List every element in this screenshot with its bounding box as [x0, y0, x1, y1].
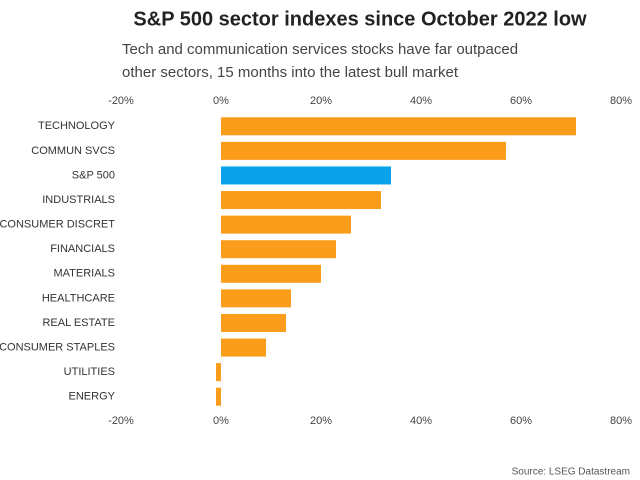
bar	[221, 215, 351, 234]
y-tick-label: ENERGY	[69, 391, 116, 403]
x-tick-label: 20%	[310, 95, 332, 107]
y-tick-label: INDUSTRIALS	[42, 194, 115, 206]
bar	[216, 387, 221, 406]
y-tick-label: UTILITIES	[64, 366, 115, 378]
x-tick-label: 0%	[213, 95, 229, 107]
y-tick-label: COMMUN SVCS	[31, 145, 115, 157]
bar	[221, 264, 321, 283]
y-tick-label: TECHNOLOGY	[38, 120, 116, 132]
y-tick-label: CONSUMER DISCRET	[0, 219, 115, 231]
source-note: Source: LSEG Datastream	[512, 467, 630, 478]
bar	[221, 313, 286, 332]
x-tick-label: 60%	[510, 415, 532, 427]
x-tick-label: 80%	[610, 415, 632, 427]
x-tick-label: 0%	[213, 415, 229, 427]
y-tick-label: REAL ESTATE	[42, 317, 115, 329]
x-tick-label: -20%	[108, 95, 134, 107]
bar	[221, 117, 576, 136]
bar	[221, 240, 336, 259]
y-tick-label: CONSUMER STAPLES	[0, 341, 115, 353]
bar	[221, 338, 266, 357]
bar	[216, 363, 221, 382]
y-tick-label: HEALTHCARE	[42, 292, 115, 304]
chart-subtitle: other sectors, 15 months into the latest…	[122, 64, 459, 81]
bar	[221, 166, 391, 185]
x-tick-label: 60%	[510, 95, 532, 107]
x-tick-label: 40%	[410, 415, 432, 427]
chart-subtitle: Tech and communication services stocks h…	[122, 41, 518, 58]
x-tick-label: 20%	[310, 415, 332, 427]
bar	[221, 141, 506, 160]
y-tick-label: S&P 500	[72, 169, 115, 181]
bar	[221, 191, 381, 210]
x-tick-label: 80%	[610, 95, 632, 107]
x-tick-label: -20%	[108, 415, 134, 427]
y-tick-label: MATERIALS	[53, 268, 115, 280]
chart-title: S&P 500 sector indexes since October 202…	[133, 8, 587, 30]
y-tick-label: FINANCIALS	[50, 243, 115, 255]
x-tick-label: 40%	[410, 95, 432, 107]
bar	[221, 289, 291, 308]
